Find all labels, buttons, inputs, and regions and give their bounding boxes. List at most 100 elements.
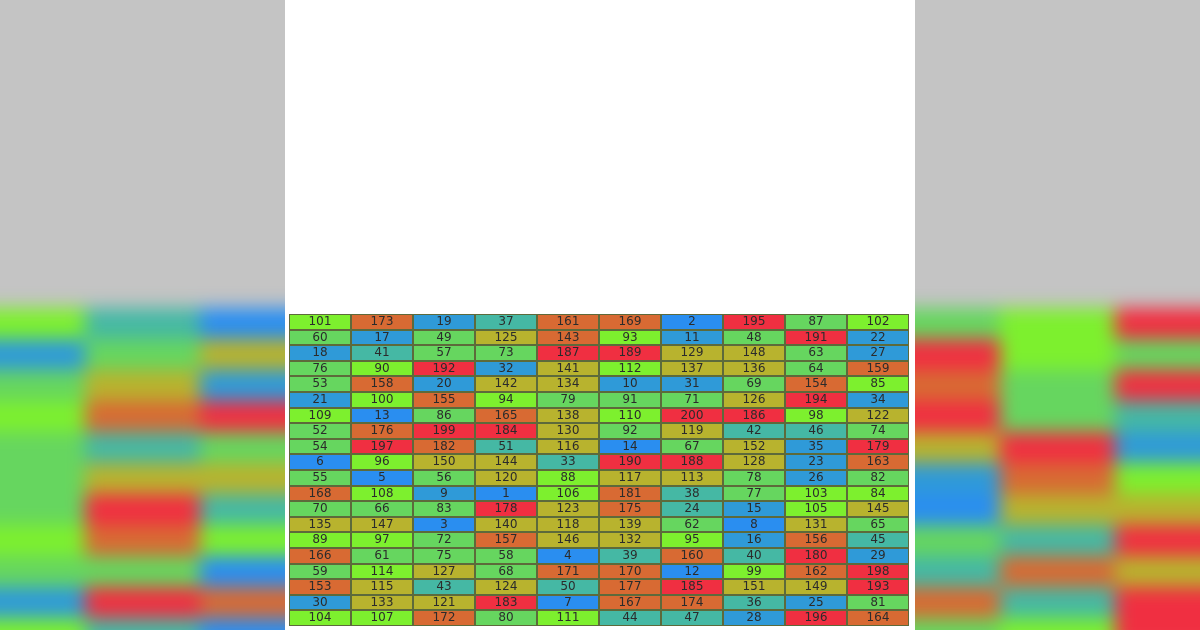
grid-cell: 198	[847, 563, 909, 580]
blurred-tile	[1115, 525, 1200, 556]
grid-cell: 162	[785, 563, 847, 580]
grid-cell: 38	[661, 485, 723, 502]
grid-cell: 47	[661, 610, 723, 626]
grid-cell: 82	[847, 469, 909, 486]
blurred-tile	[200, 463, 285, 494]
grid-cell: 54	[289, 438, 351, 455]
blurred-tile	[85, 339, 200, 370]
grid-cell: 55	[289, 469, 351, 486]
blurred-tile	[1000, 525, 1115, 556]
grid-cell: 123	[537, 501, 599, 517]
grid-cell: 163	[847, 454, 909, 470]
blurred-tile	[85, 370, 200, 401]
blurred-tile	[1000, 370, 1115, 401]
grid-cell: 65	[847, 516, 909, 533]
grid-cell: 37	[475, 314, 537, 330]
blurred-tile	[915, 587, 1000, 618]
grid-cell: 92	[599, 423, 661, 439]
grid-cell: 148	[723, 345, 785, 361]
grid-cell: 143	[537, 329, 599, 346]
blurred-tile	[85, 618, 200, 630]
blurred-tile	[0, 308, 85, 339]
grid-cell: 33	[537, 454, 599, 470]
blurred-tile	[915, 463, 1000, 494]
grid-cell: 35	[785, 438, 847, 455]
grid-cell: 23	[785, 454, 847, 470]
blurred-tile	[1115, 308, 1200, 339]
left-blurred-grid	[0, 308, 285, 630]
grid-cell: 114	[351, 563, 413, 580]
grid-cell: 8	[723, 516, 785, 533]
grid-cell: 76	[289, 360, 351, 377]
blurred-tile	[85, 308, 200, 339]
grid-cell: 191	[785, 329, 847, 346]
grid-cell: 16	[723, 532, 785, 548]
grid-cell: 53	[289, 376, 351, 392]
grid-cell: 57	[413, 345, 475, 361]
grid-cell: 2	[661, 314, 723, 330]
grid-cell: 63	[785, 345, 847, 361]
grid-cell: 118	[537, 516, 599, 533]
grid-cell: 171	[537, 563, 599, 580]
grid-cell: 51	[475, 438, 537, 455]
grid-cell: 64	[785, 360, 847, 377]
blurred-tile	[200, 587, 285, 618]
grid-cell: 179	[847, 438, 909, 455]
blurred-tile	[0, 463, 85, 494]
grid-cell: 88	[537, 469, 599, 486]
blurred-tile	[200, 556, 285, 587]
grid-cell: 183	[475, 594, 537, 611]
grid-cell: 39	[599, 547, 661, 564]
grid-cell: 17	[351, 329, 413, 346]
blurred-tile	[200, 339, 285, 370]
grid-cell: 174	[661, 594, 723, 611]
blurred-tile	[1115, 339, 1200, 370]
grid-cell: 151	[723, 579, 785, 595]
grid-cell: 7	[537, 594, 599, 611]
blurred-tile	[1000, 556, 1115, 587]
center-panel: 101 173 19 37 161 169 2 195 87 102 60 17 49 125 143 93 1…	[285, 0, 915, 630]
grid-cell: 158	[351, 376, 413, 392]
grid-cell: 181	[599, 485, 661, 502]
grid-cell: 34	[847, 391, 909, 408]
grid-cell: 184	[475, 423, 537, 439]
blurred-tile	[200, 401, 285, 432]
grid-cell: 138	[537, 407, 599, 424]
grid-cell: 85	[847, 376, 909, 392]
grid-cell: 80	[475, 610, 537, 626]
grid-cell: 153	[289, 579, 351, 595]
grid-cell: 84	[847, 485, 909, 502]
grid-cell: 60	[289, 329, 351, 346]
grid-cell: 40	[723, 547, 785, 564]
grid-cell: 152	[723, 438, 785, 455]
grid-cell: 196	[785, 610, 847, 626]
blurred-tile	[200, 308, 285, 339]
blurred-tile	[1000, 339, 1115, 370]
blurred-tile	[85, 494, 200, 525]
grid-cell: 95	[661, 532, 723, 548]
grid-cell: 66	[351, 501, 413, 517]
grid-cell: 72	[413, 532, 475, 548]
grid-cell: 122	[847, 407, 909, 424]
blurred-tile	[0, 556, 85, 587]
blurred-tile	[200, 525, 285, 556]
blurred-tile	[1000, 618, 1115, 630]
grid-cell: 15	[723, 501, 785, 517]
blurred-tile	[1000, 494, 1115, 525]
blurred-tile	[915, 556, 1000, 587]
blurred-tile	[200, 618, 285, 630]
grid-cell: 156	[785, 532, 847, 548]
grid-cell: 3	[413, 516, 475, 533]
grid-cell: 6	[289, 454, 351, 470]
blurred-tile	[915, 339, 1000, 370]
grid-cell: 86	[413, 407, 475, 424]
blurred-tile	[1115, 401, 1200, 432]
blurred-tile	[1000, 401, 1115, 432]
grid-cell: 32	[475, 360, 537, 377]
blurred-tile	[1115, 556, 1200, 587]
grid-cell: 146	[537, 532, 599, 548]
grid-cell: 168	[289, 485, 351, 502]
grid-cell: 161	[537, 314, 599, 330]
grid-cell: 9	[413, 485, 475, 502]
grid-cell: 68	[475, 563, 537, 580]
